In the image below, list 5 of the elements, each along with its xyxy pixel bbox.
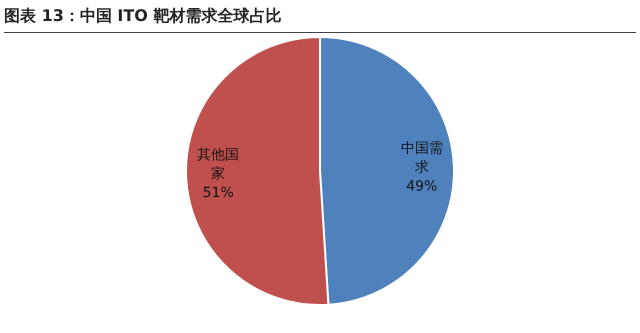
chart-title: 图表 13：中国 ITO 靶材需求全球占比 <box>4 6 636 33</box>
data-label: 51% <box>202 184 234 201</box>
slice-label: 中国需求 <box>400 140 443 176</box>
data-label: 49% <box>406 178 438 194</box>
slice-label: 其他国家 <box>197 146 240 182</box>
